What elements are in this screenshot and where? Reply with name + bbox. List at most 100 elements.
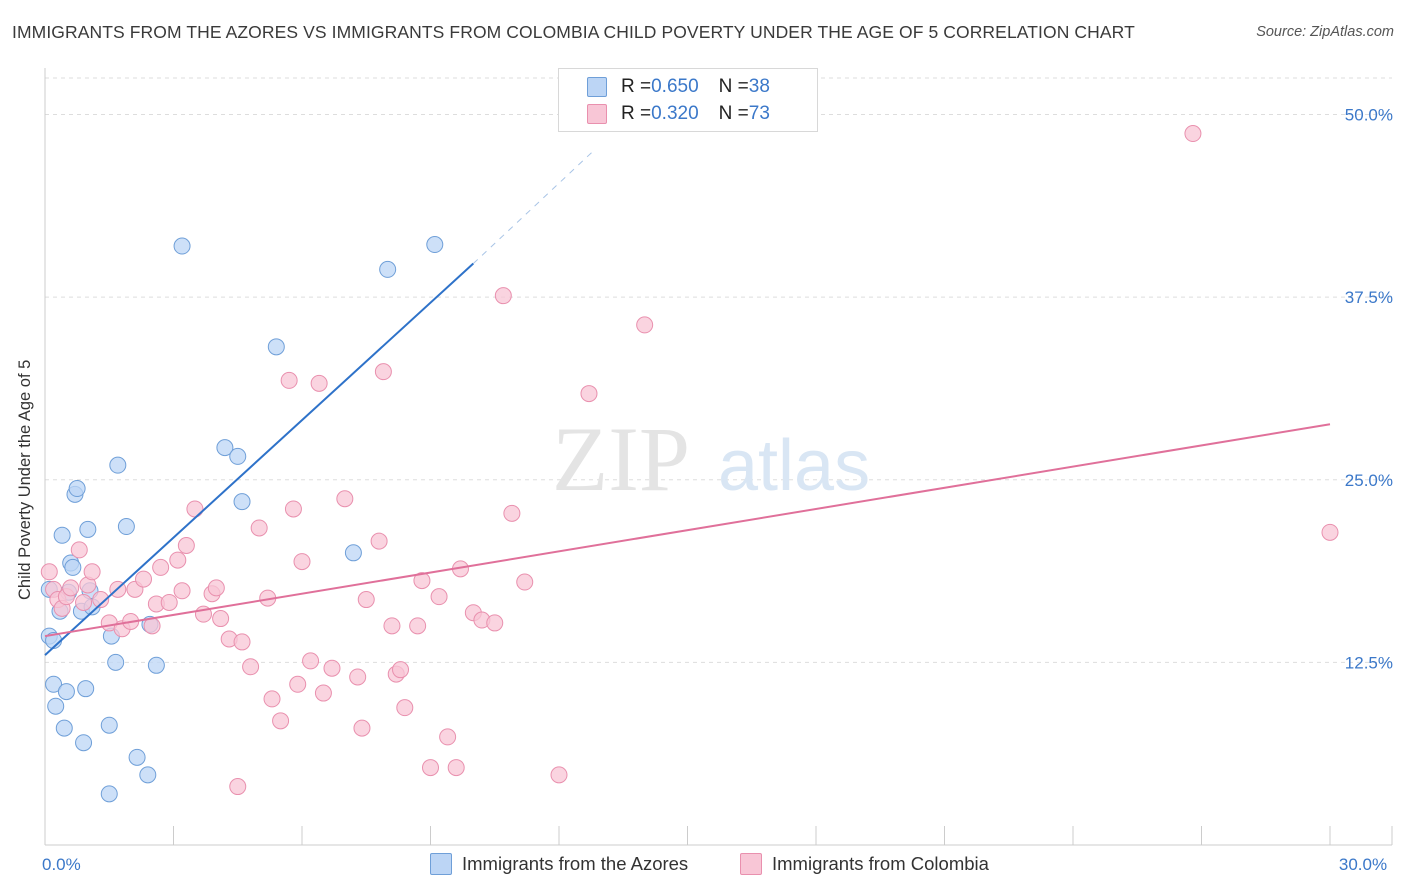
- data-point-colombia: [272, 712, 290, 730]
- data-point-azores: [109, 456, 127, 474]
- bottom-legend-colombia: Immigrants from Colombia: [740, 852, 989, 876]
- data-point-colombia: [280, 371, 298, 389]
- data-point-colombia: [370, 532, 388, 550]
- data-point-colombia: [250, 519, 268, 537]
- trend-line-colombia: [44, 423, 1331, 638]
- data-point-colombia: [323, 659, 341, 677]
- legend-n-value-colombia: 73: [748, 103, 770, 124]
- data-point-colombia: [396, 699, 414, 717]
- legend-r-value-azores: 0.650: [651, 76, 699, 97]
- data-point-colombia: [374, 363, 392, 381]
- legend-r-label-colombia: R =: [621, 103, 652, 124]
- data-point-colombia: [169, 551, 187, 569]
- data-point-colombia: [177, 537, 195, 555]
- data-point-azores: [128, 748, 146, 766]
- data-point-colombia: [302, 652, 320, 670]
- data-point-colombia: [383, 617, 401, 635]
- data-point-colombia: [83, 563, 101, 581]
- data-point-colombia: [212, 610, 230, 628]
- tick-label-layer: 12.5% 25.0% 37.5% 50.0% 0.0% 30.0%: [42, 106, 1393, 874]
- data-point-colombia: [284, 500, 302, 518]
- legend-n-label-azores: N =: [718, 76, 749, 97]
- data-point-colombia: [40, 563, 58, 581]
- trend-line-azores: [44, 262, 475, 656]
- data-point-colombia: [486, 614, 504, 632]
- y-tick-label: 25.0%: [1345, 471, 1393, 490]
- data-point-azores: [117, 518, 135, 536]
- data-point-colombia: [413, 572, 431, 590]
- bottom-legend-label-colombia: Immigrants from Colombia: [772, 853, 989, 874]
- data-point-azores: [139, 766, 157, 784]
- data-point-azores: [100, 716, 118, 734]
- trend-layer: [44, 150, 1331, 656]
- data-point-colombia: [289, 675, 307, 693]
- legend-row-azores: R = 0.650 N = 38: [587, 75, 770, 99]
- data-point-azores: [77, 680, 95, 698]
- legend-r-label-azores: R =: [621, 76, 652, 97]
- data-point-colombia: [152, 558, 170, 576]
- data-point-azores: [57, 683, 75, 701]
- data-point-azores: [100, 785, 118, 803]
- data-point-colombia: [494, 287, 512, 305]
- x-tick-label: 30.0%: [1339, 855, 1387, 874]
- y-tick-label: 12.5%: [1345, 653, 1393, 672]
- data-point-colombia: [160, 593, 178, 611]
- data-point-azores: [107, 653, 125, 671]
- data-point-colombia: [353, 719, 371, 737]
- data-point-colombia: [580, 385, 598, 403]
- data-point-colombia: [207, 579, 225, 597]
- chart-title: IMMIGRANTS FROM THE AZORES VS IMMIGRANTS…: [12, 22, 1135, 42]
- data-point-colombia: [349, 668, 367, 686]
- data-point-colombia: [409, 617, 427, 635]
- points-layer: [40, 125, 1339, 803]
- legend-n-label-colombia: N =: [718, 103, 749, 124]
- data-point-colombia: [62, 579, 80, 597]
- data-point-colombia: [336, 490, 354, 508]
- data-point-azores: [53, 526, 71, 544]
- correlation-legend: R = 0.650 N = 38 R = 0.320 N = 73: [558, 68, 818, 132]
- data-point-colombia: [293, 553, 311, 571]
- data-point-colombia: [70, 541, 88, 559]
- data-point-colombia: [1321, 523, 1339, 541]
- watermark-zip: ZIP: [552, 408, 690, 510]
- data-point-colombia: [503, 504, 521, 522]
- data-point-azores: [68, 480, 86, 498]
- chart-source: Source: ZipAtlas.com: [1256, 24, 1394, 40]
- data-point-colombia: [92, 591, 110, 609]
- data-point-azores: [64, 558, 82, 576]
- data-point-colombia: [1184, 125, 1202, 143]
- y-tick-label: 50.0%: [1345, 106, 1393, 125]
- data-point-azores: [47, 697, 65, 715]
- bottom-legend-label-azores: Immigrants from the Azores: [462, 853, 689, 874]
- data-point-azores: [229, 447, 247, 465]
- axes-layer: [44, 68, 1393, 846]
- legend-n-value-azores: 38: [748, 76, 770, 97]
- data-point-colombia: [550, 766, 568, 784]
- data-point-colombia: [357, 591, 375, 609]
- legend-swatch-azores: [587, 77, 607, 97]
- data-point-azores: [216, 439, 234, 457]
- data-point-colombia: [233, 633, 251, 651]
- y-axis-label: Child Poverty Under the Age of 5: [16, 359, 34, 600]
- data-point-colombia: [516, 573, 534, 591]
- data-point-colombia: [392, 661, 410, 679]
- data-point-azores: [173, 237, 191, 255]
- data-point-colombia: [430, 588, 448, 606]
- data-point-colombia: [75, 593, 93, 611]
- data-point-colombia: [439, 728, 457, 746]
- data-point-colombia: [314, 684, 332, 702]
- watermark: ZIP atlas: [552, 408, 870, 510]
- legend-row-colombia: R = 0.320 N = 73: [587, 102, 770, 126]
- data-point-azores: [379, 260, 397, 278]
- data-point-colombia: [310, 374, 328, 392]
- data-point-azores: [79, 520, 97, 538]
- grid-layer: [45, 77, 1392, 663]
- data-point-azores: [75, 734, 93, 752]
- data-point-colombia: [173, 582, 191, 600]
- trend-extension-azores: [472, 150, 594, 264]
- data-point-colombia: [263, 690, 281, 708]
- legend-r-value-colombia: 0.320: [651, 103, 699, 124]
- data-point-colombia: [422, 759, 439, 777]
- data-point-azores: [147, 656, 165, 674]
